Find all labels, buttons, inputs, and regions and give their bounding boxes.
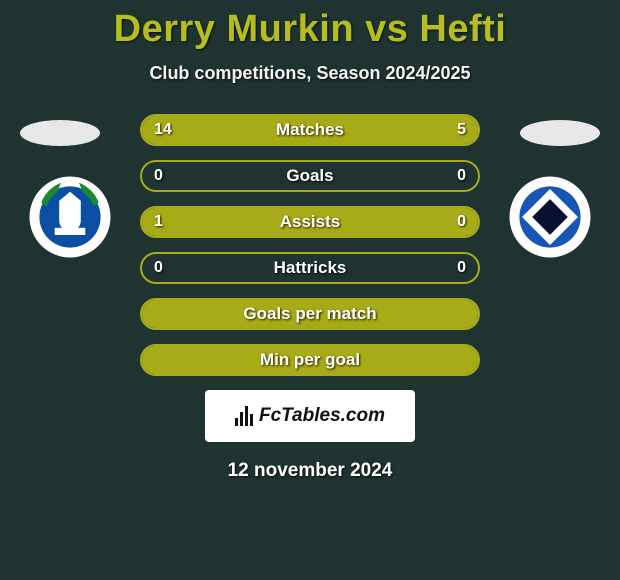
stat-value-left: 14: [154, 121, 172, 139]
club-left-logo: [20, 172, 120, 262]
stat-row: 0 0 Hattricks: [140, 252, 480, 284]
season-subtitle: Club competitions, Season 2024/2025: [0, 63, 620, 84]
stat-label: Min per goal: [260, 350, 360, 370]
comparison-panel: 14 5 Matches 0 0 Goals 1 0 Assists 0 0 Hattricks Goa…: [0, 114, 620, 482]
stat-value-right: 0: [457, 259, 466, 277]
stat-label: Matches: [276, 120, 344, 140]
stat-fill-left: [142, 116, 384, 144]
club-right-logo: [500, 172, 600, 262]
stat-row: 0 0 Goals: [140, 160, 480, 192]
stat-label: Assists: [280, 212, 340, 232]
stat-value-right: 0: [457, 213, 466, 231]
fctables-icon: [235, 406, 253, 426]
stat-value-right: 0: [457, 167, 466, 185]
fctables-logo: FcTables.com: [205, 390, 415, 442]
player-left-photo: [20, 120, 100, 146]
page-title: Derry Murkin vs Hefti: [0, 0, 620, 51]
stat-row: 1 0 Assists: [140, 206, 480, 238]
stat-value-left: 1: [154, 213, 163, 231]
stat-label: Hattricks: [274, 258, 347, 278]
player-right-photo: [520, 120, 600, 146]
stat-row: Goals per match: [140, 298, 480, 330]
snapshot-date: 12 november 2024: [0, 460, 620, 482]
stat-bars: 14 5 Matches 0 0 Goals 1 0 Assists 0 0 Hattricks Goa…: [140, 114, 480, 376]
stat-value-right: 5: [457, 121, 466, 139]
stat-label: Goals: [286, 166, 333, 186]
stat-value-left: 0: [154, 167, 163, 185]
stat-row: 14 5 Matches: [140, 114, 480, 146]
fctables-text: FcTables.com: [259, 405, 385, 427]
stat-row: Min per goal: [140, 344, 480, 376]
stat-label: Goals per match: [243, 304, 376, 324]
stat-value-left: 0: [154, 259, 163, 277]
